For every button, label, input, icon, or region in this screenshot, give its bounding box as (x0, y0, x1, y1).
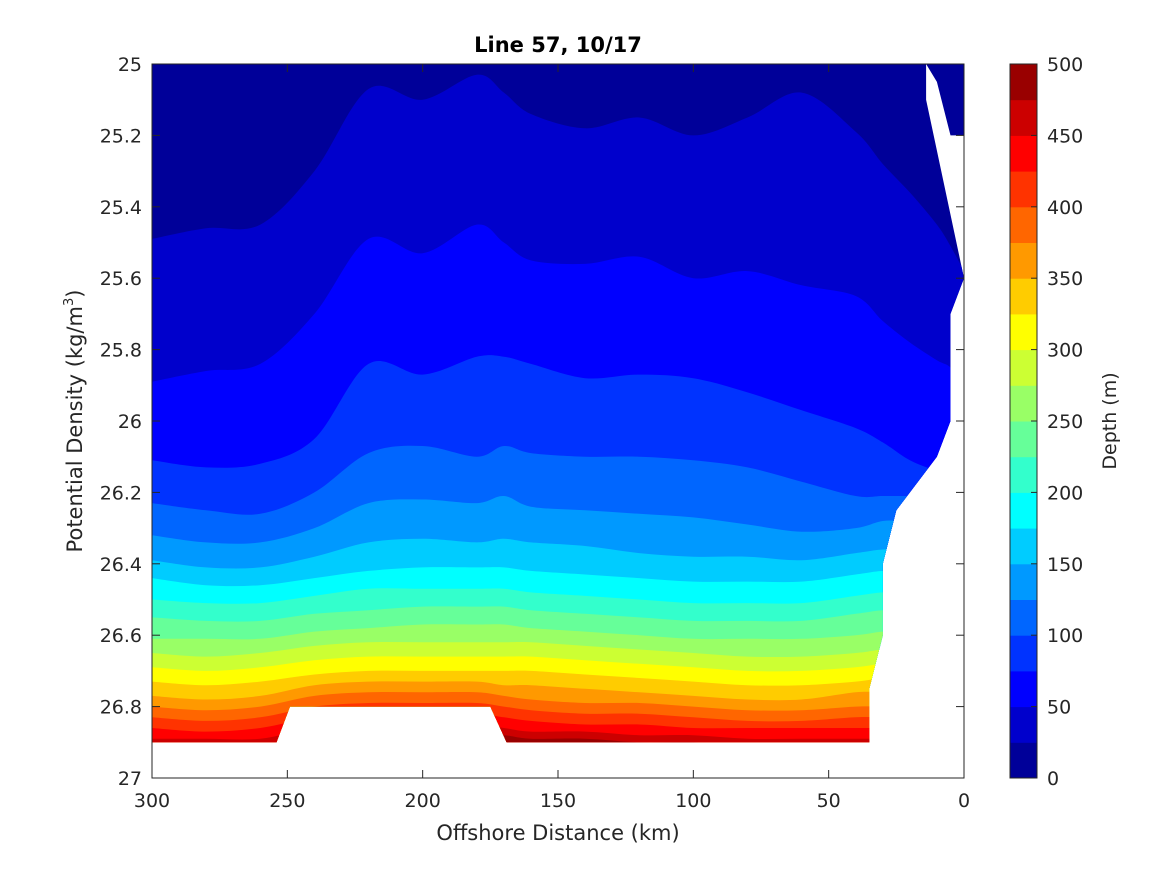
colorbar-bands (1010, 64, 1037, 779)
contour-band-375 (152, 692, 964, 743)
colorbar-tick-label: 400 (1047, 197, 1083, 219)
colorbar-band (1010, 64, 1037, 101)
y-tick-label: 25 (118, 54, 142, 76)
colorbar-band (1010, 456, 1037, 493)
colorbar-tick-label: 50 (1047, 697, 1071, 719)
colorbar-band (1010, 670, 1037, 708)
colorbar-band (1010, 206, 1037, 243)
colorbar-band (1010, 706, 1037, 743)
colorbar-band (1010, 563, 1037, 600)
contour-band-475 (152, 734, 964, 743)
colorbar-ticks: 0 50 100 150 200 250 300 350 400 450 500 (1031, 54, 1083, 790)
x-axis-ticks: 300 250 200 150 100 50 0 (134, 64, 970, 812)
colorbar-tick-label: 200 (1047, 482, 1083, 504)
contour-fills (152, 64, 964, 743)
x-tick-label: 50 (817, 790, 841, 812)
x-tick-label: 150 (540, 790, 576, 812)
colorbar-band (1010, 742, 1037, 779)
y-tick-label: 26.8 (100, 697, 142, 719)
colorbar-tick-label: 350 (1047, 268, 1083, 290)
x-tick-label: 0 (958, 790, 970, 812)
colorbar-tick-label: 0 (1047, 768, 1059, 790)
y-tick-label: 25.8 (100, 340, 142, 362)
y-axis-label-superscript: 3 (62, 298, 77, 306)
colorbar-band (1010, 99, 1037, 136)
colorbar-band (1010, 349, 1037, 386)
y-tick-label: 26.2 (100, 482, 142, 504)
colorbar-band (1010, 421, 1037, 458)
y-axis-ticks: 25 25.2 25.4 25.6 25.8 26 26.2 26.4 26.6 26.8 27 (100, 54, 964, 790)
y-tick-label: 27 (118, 768, 142, 790)
y-tick-label: 25.2 (100, 125, 142, 147)
colorbar-band (1010, 492, 1037, 529)
colorbar-band (1010, 313, 1037, 351)
x-tick-label: 100 (675, 790, 711, 812)
colorbar-tick-label: 450 (1047, 125, 1083, 147)
chart-title: Line 57, 10/17 (474, 33, 642, 57)
colorbar-tick-label: 250 (1047, 411, 1083, 433)
colorbar-band (1010, 278, 1037, 315)
colorbar-band (1010, 599, 1037, 636)
colorbar-band (1010, 635, 1037, 672)
colorbar-band (1010, 528, 1037, 565)
colorbar-label: Depth (m) (1099, 372, 1121, 469)
colorbar-band (1010, 171, 1037, 208)
y-tick-label: 26.4 (100, 554, 142, 576)
y-axis-label: Potential Density (kg/m3) (62, 290, 87, 553)
contour-plot-area (152, 64, 964, 743)
colorbar-tick-label: 500 (1047, 54, 1083, 76)
y-axis-label-end: ) (63, 290, 87, 298)
y-tick-label: 26 (118, 411, 142, 433)
y-tick-label: 25.6 (100, 268, 142, 290)
colorbar: 0 50 100 150 200 250 300 350 400 450 500 Depth (m) (1009, 54, 1121, 790)
x-tick-label: 300 (134, 790, 170, 812)
colorbar-tick-label: 150 (1047, 554, 1083, 576)
y-tick-label: 26.6 (100, 625, 142, 647)
y-tick-label: 25.4 (100, 197, 142, 219)
x-axis-label: Offshore Distance (km) (436, 821, 679, 845)
colorbar-band (1010, 385, 1037, 422)
y-axis-label-main: Potential Density (kg/m (63, 306, 87, 552)
colorbar-tick-label: 300 (1047, 340, 1083, 362)
colorbar-band (1010, 135, 1037, 172)
colorbar-band (1010, 242, 1037, 279)
x-tick-label: 200 (405, 790, 441, 812)
colorbar-tick-label: 100 (1047, 625, 1083, 647)
x-tick-label: 250 (269, 790, 305, 812)
